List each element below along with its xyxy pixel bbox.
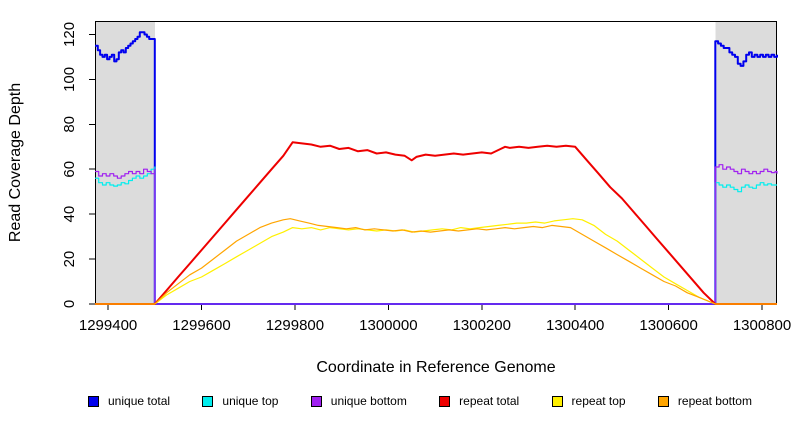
shaded-region <box>95 21 155 304</box>
legend-label: repeat total <box>459 394 520 408</box>
legend-item-repeat-total: repeat total <box>439 394 519 408</box>
series-line-repeat-total <box>95 141 777 305</box>
repeat-top-swatch-icon <box>551 395 563 407</box>
series-line-repeat-top <box>95 218 777 305</box>
unique-top-swatch-icon <box>202 395 214 407</box>
series-line-unique-total <box>95 31 778 305</box>
legend-label: repeat bottom <box>677 394 752 408</box>
legend-label: unique top <box>222 394 279 408</box>
repeat-total-swatch-icon <box>439 395 451 407</box>
y-tick-label: 0 <box>61 300 78 308</box>
x-tick-label: 1299600 <box>172 317 230 334</box>
legend-label: unique bottom <box>330 394 407 408</box>
x-axis-title: Coordinate in Reference Genome <box>316 359 555 376</box>
x-tick-label: 1300800 <box>733 317 791 334</box>
legend-item-unique-bottom: unique bottom <box>310 394 407 408</box>
x-tick-label: 1300200 <box>453 317 511 334</box>
legend-item-repeat-top: repeat top <box>551 394 626 408</box>
x-tick-label: 1300400 <box>546 317 604 334</box>
chart-legend: unique total unique top unique bottom re… <box>88 394 752 408</box>
y-tick-label: 60 <box>61 161 78 178</box>
legend-label: unique total <box>108 394 171 408</box>
series-line-unique-bottom <box>95 164 778 305</box>
legend-item-unique-top: unique top <box>202 394 278 408</box>
x-tick-label: 1299400 <box>79 317 137 334</box>
unique-bottom-swatch-icon <box>310 395 322 407</box>
plot-box <box>95 21 777 304</box>
shaded-region <box>715 21 777 304</box>
y-axis-title: Read Coverage Depth <box>7 83 24 242</box>
x-tick-label: 1299800 <box>266 317 324 334</box>
y-tick-label: 100 <box>61 67 78 92</box>
y-tick-label: 20 <box>61 251 78 268</box>
series-line-repeat-bottom <box>95 218 777 305</box>
legend-item-repeat-bottom: repeat bottom <box>657 394 752 408</box>
x-tick-label: 1300000 <box>359 317 417 334</box>
unique-total-swatch-icon <box>88 395 99 407</box>
x-tick-label: 1300600 <box>639 317 697 334</box>
legend-item-unique-total: unique total <box>88 394 170 408</box>
y-tick-label: 40 <box>61 206 78 223</box>
legend-label: repeat top <box>571 394 626 408</box>
y-tick-label: 80 <box>61 116 78 133</box>
repeat-bottom-swatch-icon <box>657 395 669 407</box>
y-tick-label: 120 <box>61 22 78 47</box>
